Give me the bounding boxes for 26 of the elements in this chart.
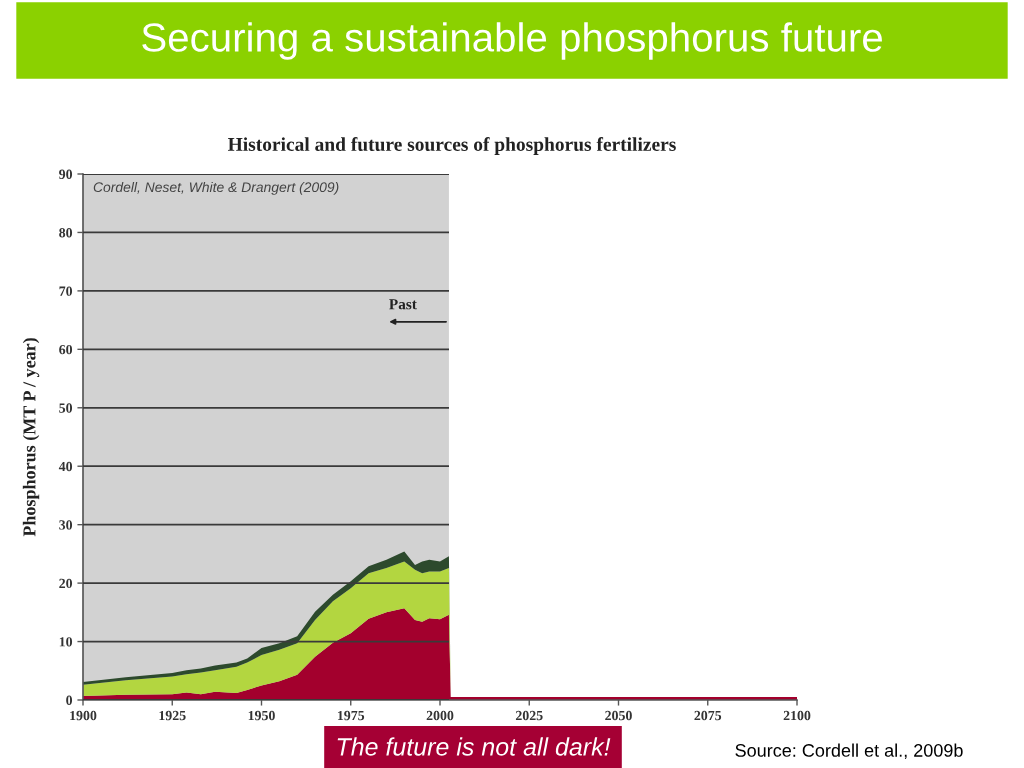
x-tick-label: 2100 xyxy=(783,710,811,721)
x-tick-label: 2050 xyxy=(605,710,632,721)
x-tick-label: 1950 xyxy=(248,710,275,721)
y-tick-label: 80 xyxy=(59,228,73,238)
y-tick-label: 20 xyxy=(59,578,73,589)
y-tick-label: 50 xyxy=(59,403,73,413)
y-axis-title: Phosphorus (MT P / year) xyxy=(22,338,40,537)
x-tick-label: 1925 xyxy=(159,710,186,721)
x-tick-label: 2075 xyxy=(694,710,722,721)
source-note: Source: Cordell et al., 2009b xyxy=(735,743,963,759)
x-tick-label: 2000 xyxy=(426,710,454,721)
y-tick-label: 90 xyxy=(59,169,73,179)
x-tick-label: 1900 xyxy=(70,710,97,721)
chart-subtitle: Historical and future sources of phosphorus fertilizers xyxy=(228,137,676,155)
annotation: Past xyxy=(389,299,417,310)
annotation: Cordell, Neset, White & Drangert (2009) xyxy=(93,181,339,195)
y-tick-label: 10 xyxy=(59,637,73,647)
y-tick-label: 30 xyxy=(59,520,73,530)
y-tick-label: 40 xyxy=(58,461,73,472)
y-tick-label: 0 xyxy=(66,695,73,705)
chart-title: Securing a sustainable phosphorus future xyxy=(142,22,882,60)
y-tick-label: 60 xyxy=(59,344,73,355)
x-tick-label: 2025 xyxy=(515,710,543,721)
text: The future is not all dark! xyxy=(337,737,611,756)
y-tick-label: 70 xyxy=(59,286,73,296)
x-tick-label: 1975 xyxy=(337,710,365,721)
